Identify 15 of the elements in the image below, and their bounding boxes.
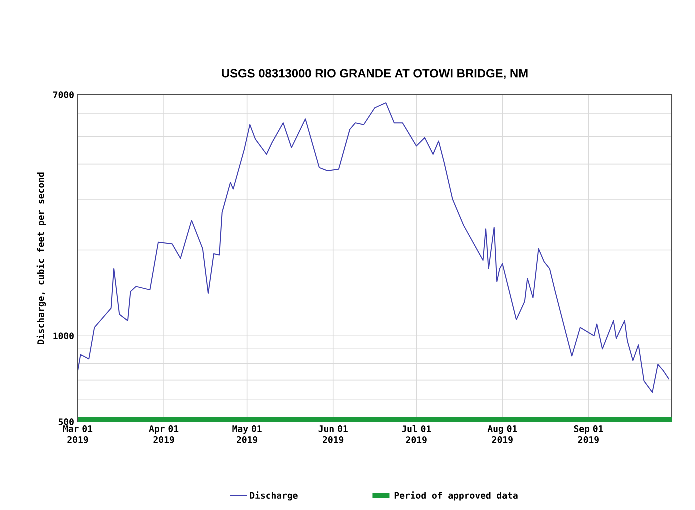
x-tick-label: May 01 2019 — [232, 426, 262, 444]
x-tick-label: Jul 01 2019 — [402, 426, 432, 444]
x-tick-label: Jun 01 2019 — [318, 426, 348, 444]
line-series — [78, 102, 670, 394]
x-tick-label: Sep 01 2019 — [574, 426, 604, 444]
y-tick-label: 500 — [58, 418, 74, 426]
legend-label: Period of approved data — [394, 492, 518, 501]
x-tick-label: Apr 01 2019 — [149, 426, 179, 444]
y-axis-title: Discharge, cubic feet per second — [36, 172, 46, 344]
y-tick-label: 7000 — [53, 92, 74, 98]
x-tick-label: Mar 01 2019 — [63, 426, 93, 444]
chart-title: USGS 08313000 RIO GRANDE AT OTOWI BRIDGE, NM — [222, 69, 528, 80]
x-tick-label: Aug 01 2019 — [488, 426, 518, 444]
legend-label: Discharge — [250, 492, 298, 501]
y-tick-label: 1000 — [54, 332, 74, 340]
